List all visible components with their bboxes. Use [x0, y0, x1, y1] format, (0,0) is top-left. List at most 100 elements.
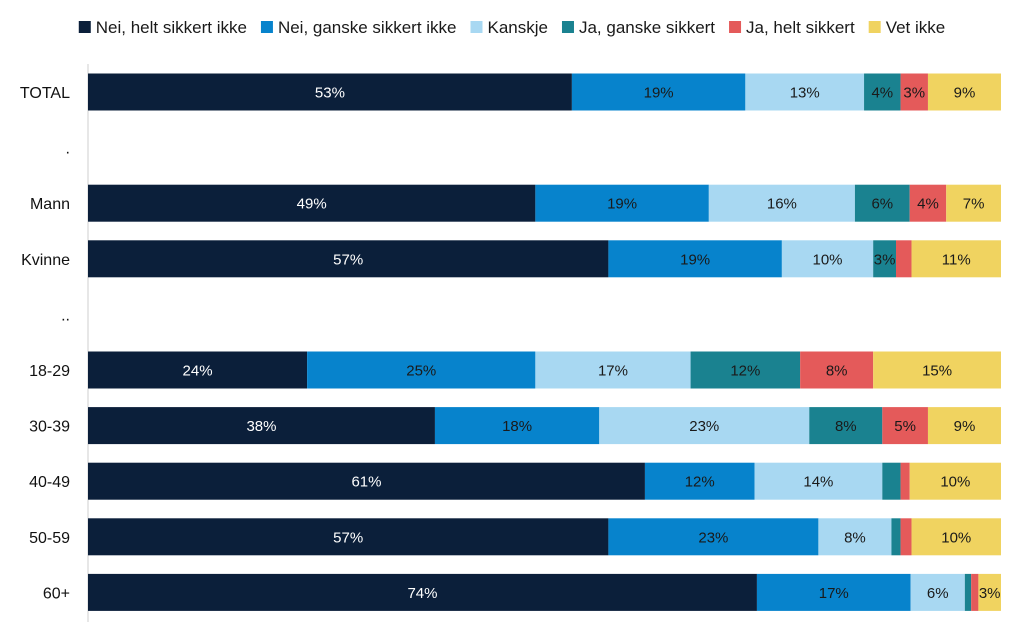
bar-segment [535, 184, 709, 222]
category-label: Mann [30, 196, 70, 213]
data-label: 18% [502, 418, 532, 435]
data-label: 8% [835, 418, 857, 435]
legend-label: Kanskje [488, 18, 548, 37]
category-label: Kvinne [21, 252, 70, 269]
data-label: 3% [979, 585, 1001, 602]
bar-segment [909, 462, 1001, 500]
data-label: 6% [927, 585, 949, 602]
data-label: 57% [333, 251, 363, 268]
data-label: 24% [183, 363, 213, 380]
category-label: 50-59 [29, 530, 70, 547]
data-label: 23% [698, 529, 728, 546]
bar-segment [88, 407, 435, 445]
data-label: 5% [894, 418, 916, 435]
bar-segment [88, 573, 757, 611]
bar-segment [756, 573, 911, 611]
bar-segment [873, 351, 1001, 389]
data-label: 8% [826, 363, 848, 380]
bar-segment [599, 407, 810, 445]
bar-segment [644, 462, 755, 500]
data-label: 53% [315, 85, 345, 102]
data-label: 38% [246, 418, 276, 435]
data-label: 9% [954, 418, 976, 435]
category-label: TOTAL [20, 85, 70, 102]
data-label: 49% [297, 196, 327, 213]
category-label: 30-39 [29, 419, 70, 436]
data-label: 8% [844, 529, 866, 546]
data-label: 12% [730, 363, 760, 380]
data-label: 19% [644, 85, 674, 102]
bar-segment [818, 518, 892, 556]
bar-segment [809, 407, 883, 445]
data-label: 61% [351, 474, 381, 491]
bar-segment [88, 73, 572, 111]
bar-segment [754, 462, 883, 500]
data-label: 74% [407, 585, 437, 602]
bar-segment [608, 240, 782, 278]
legend-swatch [729, 21, 742, 33]
bar-segment [535, 351, 691, 389]
legend: Nei, helt sikkert ikke Nei, ganske sikker… [78, 18, 946, 37]
bar-segment [900, 462, 910, 500]
category-labels: TOTAL. Mann Kvinne.. 18-29 30-39 40-49 50-59 60… [20, 85, 70, 602]
data-label: 10% [940, 474, 970, 491]
legend-swatch [868, 21, 881, 33]
data-label: 19% [607, 196, 637, 213]
bar-segment [434, 407, 600, 445]
bar-segment [608, 518, 819, 556]
data-label: 12% [685, 474, 715, 491]
bar-segment [891, 518, 901, 556]
bar-segment [978, 573, 1001, 611]
bar-segment [971, 573, 979, 611]
legend-label: Ja, helt sikkert [746, 18, 855, 37]
data-label: 57% [333, 529, 363, 546]
legend-label: Nei, helt sikkert ikke [96, 18, 247, 37]
bar-segment [909, 184, 947, 222]
data-label: 14% [803, 474, 833, 491]
data-label: 17% [819, 585, 849, 602]
data-label: 23% [689, 418, 719, 435]
data-label: 9% [954, 85, 976, 102]
legend-swatch [260, 21, 273, 33]
data-label: 16% [767, 196, 797, 213]
bar-segment [745, 73, 865, 111]
legend-label: Ja, ganske sikkert [579, 18, 715, 37]
category-label: .. [61, 307, 70, 324]
bar-segment [900, 73, 928, 111]
bar-segment [946, 184, 1001, 222]
data-label: 3% [903, 85, 925, 102]
bar-segment [88, 184, 536, 222]
legend-swatch [78, 21, 91, 33]
bar-segment [927, 73, 1001, 111]
bar-segment [882, 407, 928, 445]
category-label: 40-49 [29, 474, 70, 491]
bar-segment [88, 518, 609, 556]
category-label: 18-29 [29, 363, 70, 380]
bar-segment [854, 184, 910, 222]
data-label: 6% [871, 196, 893, 213]
bar-segment [896, 240, 912, 278]
bar-segment [571, 73, 746, 111]
bars: 53% 19% 13% 4% 3% 9% 49% 19% 16% 6% 4% 7% 57% 19% 10% 3… [88, 73, 1001, 611]
data-label: 7% [963, 196, 985, 213]
bar-segment [708, 184, 855, 222]
bar-segment [88, 462, 645, 500]
bar-segment [927, 407, 1001, 445]
bar-segment [781, 240, 874, 278]
legend-label: Vet ikke [886, 18, 946, 37]
bar-segment [910, 573, 965, 611]
legend-swatch [470, 21, 483, 33]
legend-label: Nei, ganske sikkert ikke [278, 18, 457, 37]
data-label: 3% [874, 251, 896, 268]
category-label: 60+ [43, 585, 70, 602]
bar-segment [911, 518, 1001, 556]
data-label: 4% [917, 196, 939, 213]
data-label: 17% [598, 363, 628, 380]
bar-segment [800, 351, 874, 389]
data-label: 25% [406, 363, 436, 380]
bar-segment [964, 573, 972, 611]
data-label: 4% [871, 85, 893, 102]
bar-segment [88, 351, 308, 389]
data-label: 19% [680, 251, 710, 268]
